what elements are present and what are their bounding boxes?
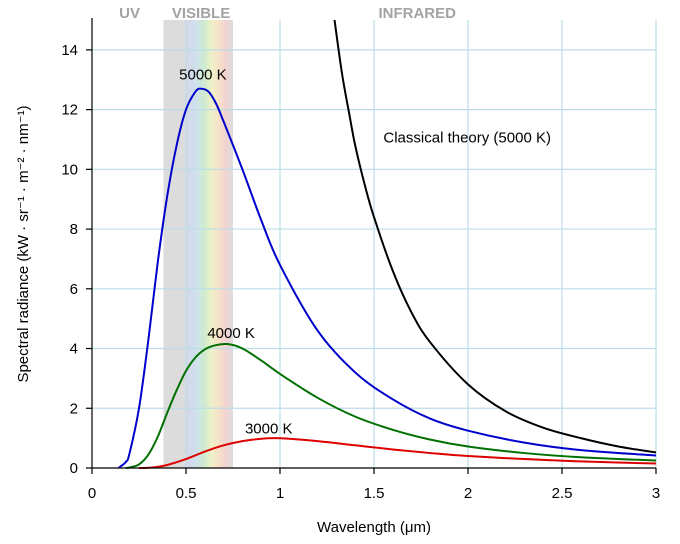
- x-tick-label: 0.5: [176, 485, 197, 502]
- curve-label: 5000 K: [179, 67, 227, 84]
- curve-labels: 5000 K 4000 K 3000 K Classical theory (5000…: [179, 67, 551, 438]
- curve-label: 4000 K: [207, 325, 255, 342]
- series-line-5000-k: [117, 87, 657, 469]
- x-tick-label: 3: [652, 485, 660, 502]
- region-label-infrared: INFRARED: [378, 5, 456, 22]
- visible-band: [186, 20, 233, 468]
- y-axis-ticks: 0 2 4 6 8 10 12 14: [61, 42, 92, 477]
- x-tick-label: 0: [88, 485, 96, 502]
- series-line-classical-theory-5000-k: [333, 19, 657, 454]
- y-tick-label: 14: [61, 42, 78, 59]
- x-tick-label: 2.5: [552, 485, 573, 502]
- series-layer: [117, 19, 657, 469]
- series-line-4000-k: [125, 342, 657, 469]
- region-label-uv: UV: [119, 5, 140, 22]
- y-tick-label: 10: [61, 161, 78, 178]
- y-tick-label: 6: [70, 281, 78, 298]
- x-tick-label: 1.5: [364, 485, 385, 502]
- y-tick-label: 0: [70, 460, 78, 477]
- y-tick-label: 8: [70, 221, 78, 238]
- curve-label: Classical theory (5000 K): [383, 129, 551, 146]
- curve-label: 3000 K: [245, 421, 293, 438]
- x-axis-label: Wavelength (μm): [317, 519, 431, 536]
- y-tick-label: 12: [61, 102, 78, 119]
- x-axis-ticks: 0 0.5 1 1.5 2 2.5 3: [88, 468, 660, 502]
- region-label-visible: VISIBLE: [172, 5, 230, 22]
- y-tick-label: 2: [70, 400, 78, 417]
- y-tick-label: 4: [70, 341, 78, 358]
- region-labels: UV VISIBLE INFRARED: [119, 5, 456, 22]
- uv-band: [163, 20, 186, 468]
- y-axis-label: Spectral radiance (kW · sr⁻¹ · m⁻² · nm⁻…: [15, 105, 32, 382]
- x-tick-label: 2: [464, 485, 472, 502]
- x-tick-label: 1: [276, 485, 284, 502]
- series-line-3000-k: [138, 437, 657, 469]
